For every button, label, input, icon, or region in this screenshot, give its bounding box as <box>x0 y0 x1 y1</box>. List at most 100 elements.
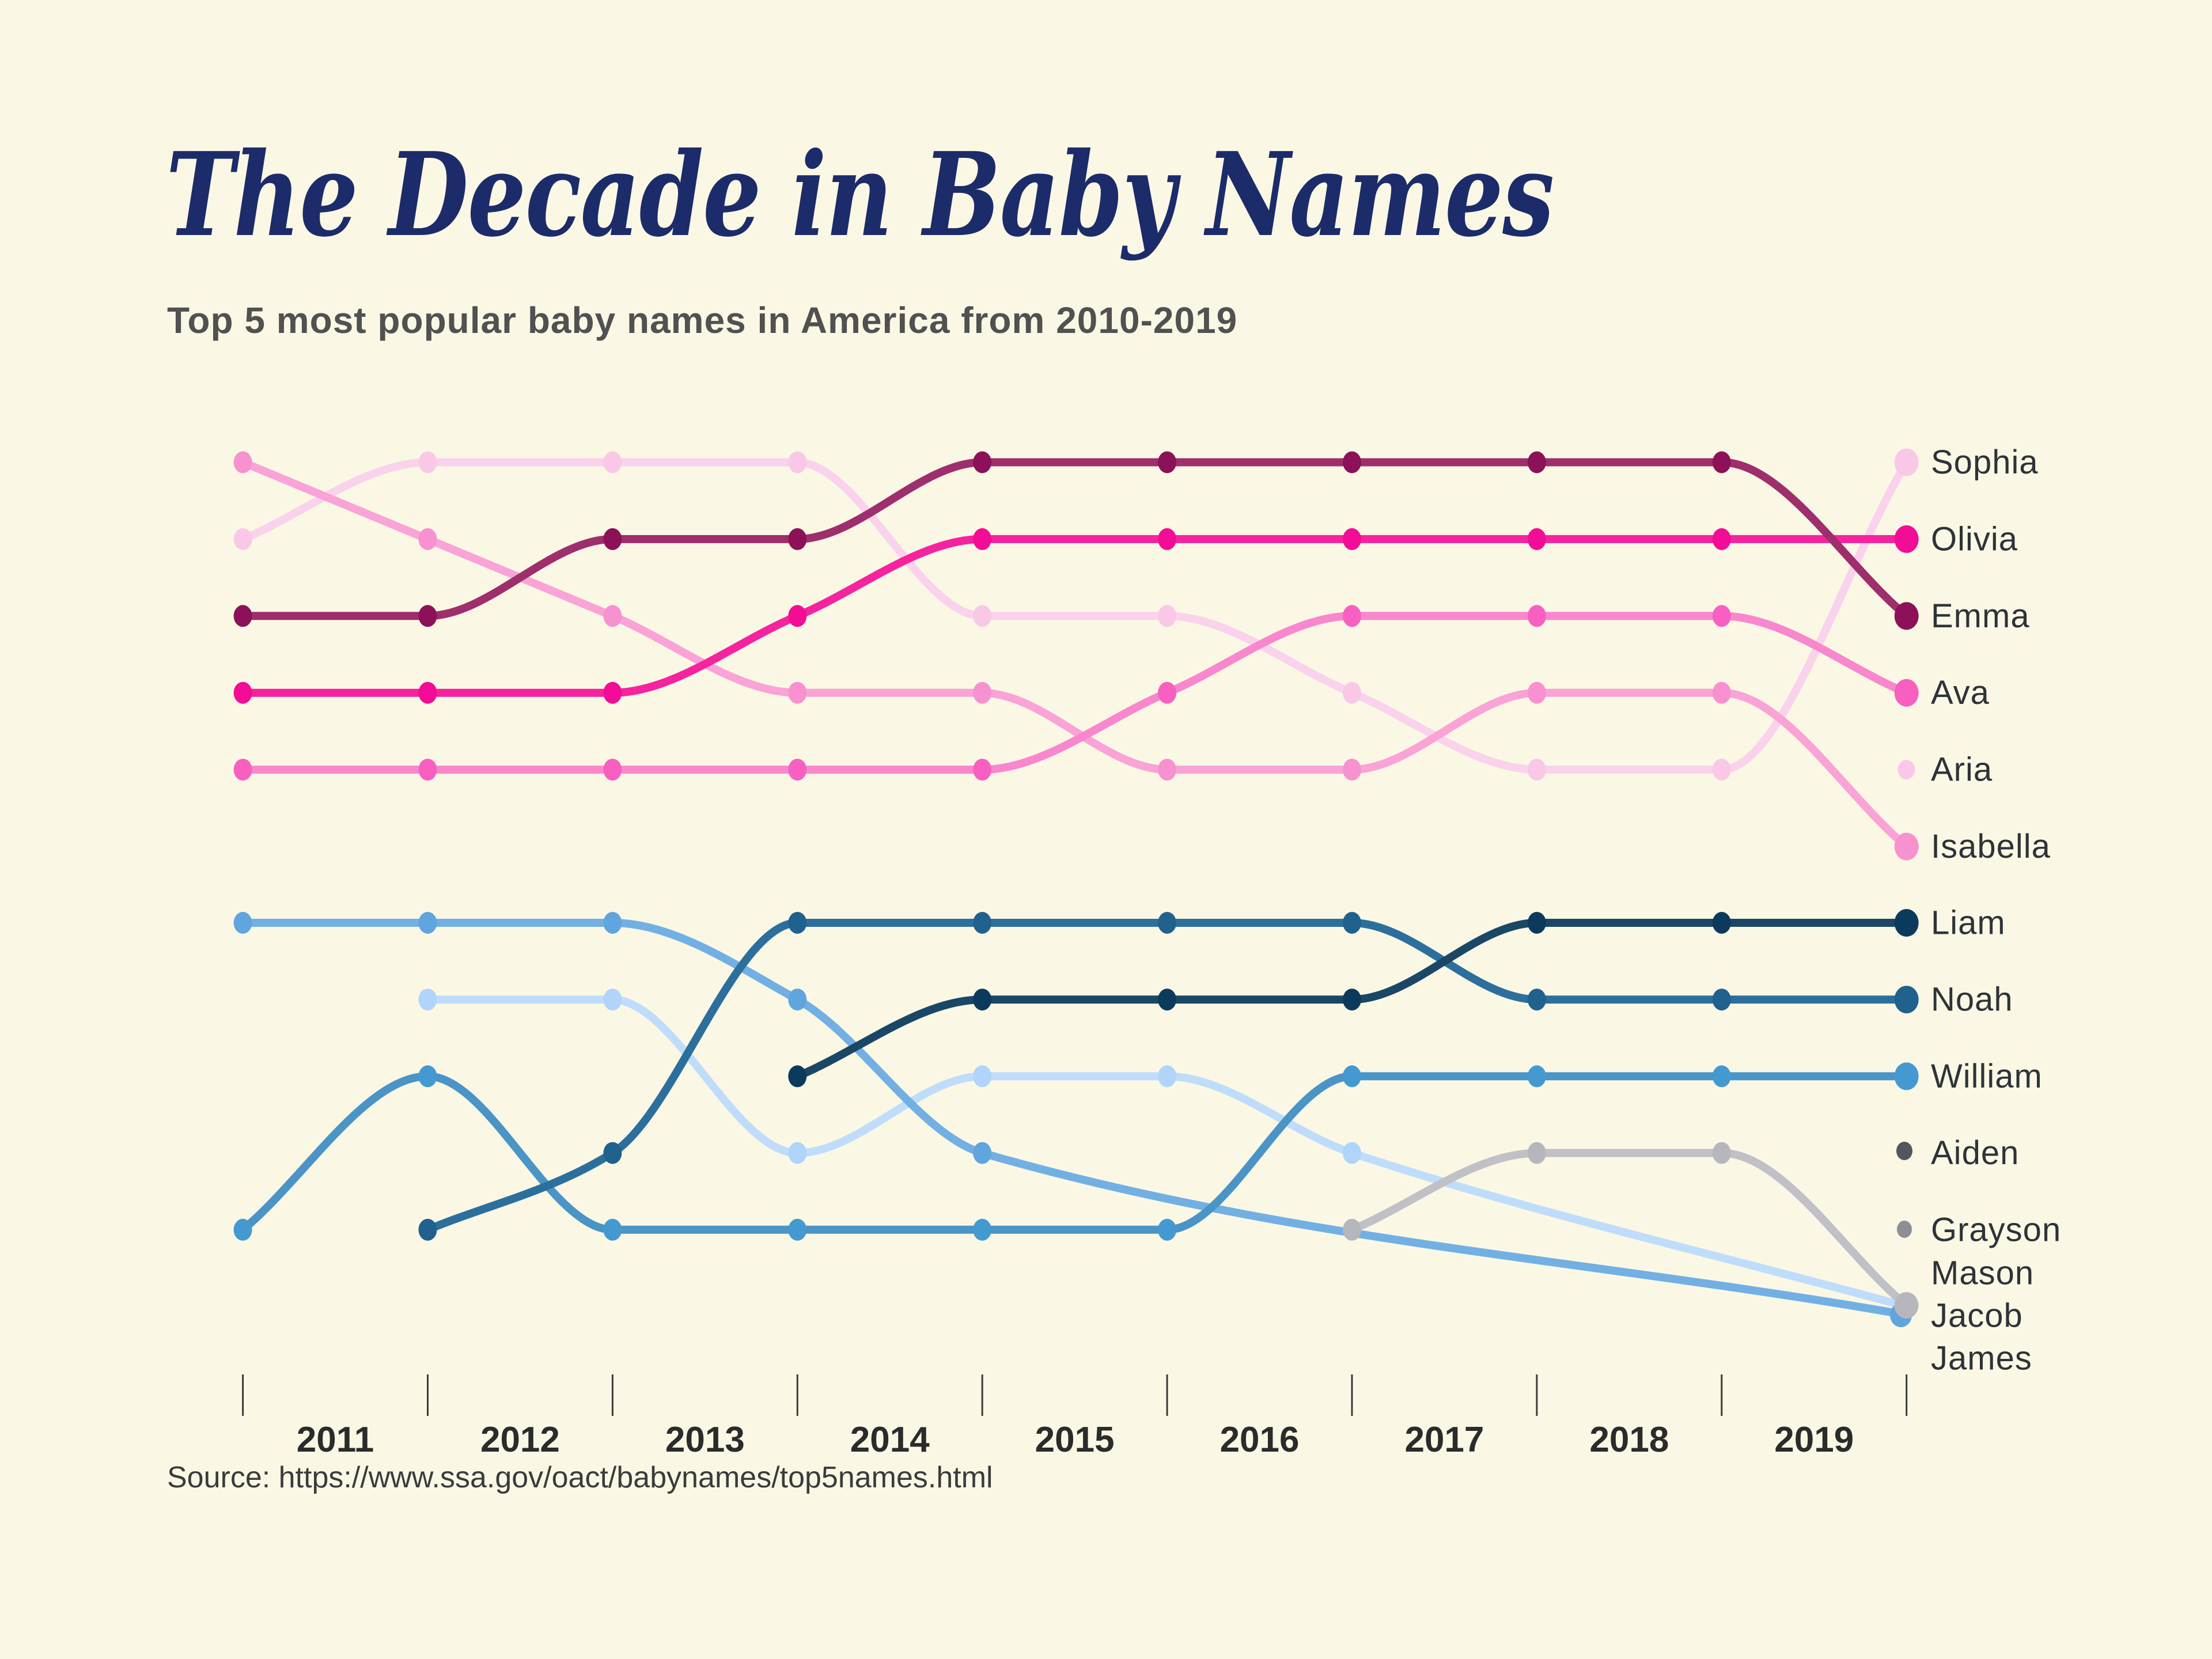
dot-ava-2019 <box>1894 679 1919 707</box>
series-line-noah <box>423 918 1911 1234</box>
dot-sophia-2017 <box>1527 759 1546 781</box>
name-label-noah: Noah <box>1931 981 2013 1018</box>
dot-isabella-2015 <box>1158 759 1177 781</box>
dot-emma-2019 <box>1894 602 1919 630</box>
source-citation: Source: https://www.ssa.gov/oact/babynam… <box>167 1461 993 1494</box>
dot-noah-2012 <box>603 1142 622 1164</box>
dot-jacob-2013 <box>788 988 807 1011</box>
dot-ava-2012 <box>603 759 622 781</box>
dot-noah-2019 <box>1894 986 1919 1014</box>
dot-olivia-2014 <box>973 528 992 550</box>
series-line-olivia <box>238 535 1911 697</box>
name-label-william: William <box>1931 1058 2043 1095</box>
dot-sophia-2016 <box>1343 681 1361 704</box>
dot-mason-2014 <box>973 1065 992 1088</box>
dot-mason-2011 <box>418 988 437 1011</box>
name-label-olivia: Olivia <box>1931 520 2018 558</box>
dot-sophia-2011 <box>418 451 437 474</box>
year-label-2011: 2011 <box>297 1420 374 1460</box>
dot-olivia-2013 <box>788 605 807 627</box>
dot-liam-2019 <box>1894 909 1919 937</box>
dot-noah-2013 <box>788 912 807 934</box>
year-label-2018: 2018 <box>1589 1420 1669 1460</box>
dot-ava-2010 <box>233 759 252 781</box>
dot-liam-2018 <box>1712 912 1731 934</box>
dot-isabella-2017 <box>1527 681 1546 704</box>
name-label-aiden: Aiden <box>1931 1134 2019 1172</box>
year-label-2019: 2019 <box>1774 1420 1854 1460</box>
dot-sophia-2015 <box>1158 605 1177 627</box>
dot-jacob-2012 <box>603 912 622 934</box>
dot-noah-2014 <box>973 912 992 934</box>
name-label-mason: Mason <box>1931 1255 2034 1292</box>
end-dot-james <box>1894 1292 1919 1319</box>
dot-william-2014 <box>973 1218 992 1241</box>
dot-mason-2013 <box>788 1142 807 1164</box>
dot-ava-2015 <box>1158 681 1177 704</box>
dot-emma-2013 <box>788 528 807 550</box>
dot-jacob-2011 <box>418 912 437 934</box>
name-label-sophia: Sophia <box>1931 444 2039 481</box>
dot-emma-2010 <box>233 605 252 627</box>
dot-emma-2014 <box>973 451 992 474</box>
dot-isabella-2018 <box>1712 681 1731 704</box>
dot-olivia-2015 <box>1158 528 1177 550</box>
dot-william-2012 <box>603 1218 622 1241</box>
dot-emma-2017 <box>1527 451 1546 474</box>
dot-noah-2011 <box>418 1218 437 1241</box>
dot-liam-2016 <box>1343 988 1361 1011</box>
dot-noah-2017 <box>1527 988 1546 1011</box>
dot-noah-2015 <box>1158 912 1177 934</box>
page-title: The Decade in Baby Names <box>166 127 1554 262</box>
dot-emma-2015 <box>1158 451 1177 474</box>
dot-william-2010 <box>233 1218 252 1241</box>
dot-ava-2016 <box>1343 605 1361 627</box>
series-line-mason <box>423 995 1910 1310</box>
dot-isabella-2014 <box>973 681 992 704</box>
name-label-james: James <box>1931 1340 2032 1377</box>
dot-olivia-2011 <box>418 681 437 704</box>
dot-sophia-2019 <box>1894 448 1919 476</box>
name-label-emma: Emma <box>1931 597 2030 635</box>
series-line-william <box>238 1072 1911 1234</box>
dot-william-2015 <box>1158 1218 1177 1241</box>
dot-olivia-2012 <box>603 681 622 704</box>
dot-liam-2014 <box>973 988 992 1011</box>
dot-olivia-2016 <box>1343 528 1361 550</box>
year-label-2013: 2013 <box>665 1420 745 1460</box>
series-line-sophia <box>238 458 1911 774</box>
year-label-2015: 2015 <box>1035 1420 1115 1460</box>
dot-sophia-2014 <box>973 605 992 627</box>
year-label-2014: 2014 <box>850 1420 930 1460</box>
series-line-james <box>1348 1149 1911 1309</box>
dot-ava-2018 <box>1712 605 1731 627</box>
legend-dot-grayson <box>1897 1221 1912 1238</box>
dot-isabella-2012 <box>603 605 622 627</box>
chart-plot-area: 2011 2012 2013 2014 2015 2016 2017 2018 2019 Soph… <box>233 444 2061 1460</box>
dot-isabella-2010 <box>233 451 252 474</box>
dot-sophia-2013 <box>788 451 807 474</box>
name-label-grayson: Grayson <box>1931 1211 2061 1248</box>
dot-sophia-2018 <box>1712 759 1731 781</box>
legend-dot-aiden <box>1896 1142 1912 1160</box>
dot-isabella-2016 <box>1343 759 1361 781</box>
dot-jacob-2010 <box>233 912 252 934</box>
dot-sophia-2010 <box>233 528 252 550</box>
name-label-isabella: Isabella <box>1931 828 2051 865</box>
dot-james-2016 <box>1343 1218 1361 1241</box>
dot-mason-2016 <box>1343 1142 1361 1164</box>
dot-olivia-2018 <box>1712 528 1731 550</box>
dot-william-2018 <box>1712 1065 1731 1088</box>
dot-liam-2017 <box>1527 912 1546 934</box>
series-line-emma <box>238 458 1911 620</box>
dot-olivia-2019 <box>1894 525 1919 553</box>
dot-mason-2015 <box>1158 1065 1177 1088</box>
name-label-jacob: Jacob <box>1931 1297 2023 1335</box>
dot-sophia-2012 <box>603 451 622 474</box>
dot-liam-2013 <box>788 1065 807 1088</box>
dot-jacob-2014 <box>973 1142 992 1164</box>
dot-ava-2013 <box>788 759 807 781</box>
name-label-ava: Ava <box>1931 674 1990 711</box>
dot-emma-2016 <box>1343 451 1361 474</box>
dot-william-2017 <box>1527 1065 1546 1088</box>
